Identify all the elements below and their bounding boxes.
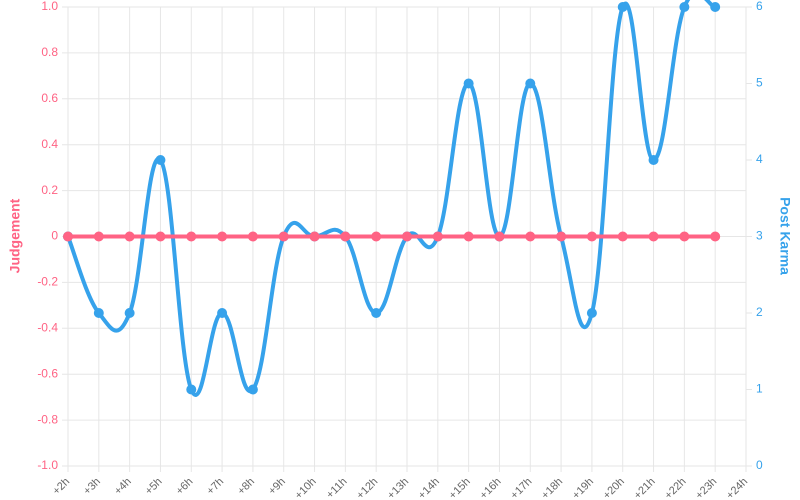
point xyxy=(586,231,597,242)
x-tick-label: +8h xyxy=(235,476,257,498)
point xyxy=(309,231,320,242)
y-tick-label: -1.0 xyxy=(37,458,58,472)
x-tick-label: +24h xyxy=(724,476,750,500)
point xyxy=(617,231,628,242)
y2-tick-label: 3 xyxy=(756,229,763,243)
x-tick-label: +22h xyxy=(663,476,689,500)
y-tick-label: -0.6 xyxy=(37,366,58,380)
point xyxy=(402,231,412,242)
x-tick-label: +6h xyxy=(174,476,196,498)
x-tick-label: +13h xyxy=(385,476,411,500)
x-tick-label: +16h xyxy=(478,476,504,500)
point xyxy=(586,308,597,318)
x-tick-label: +14h xyxy=(416,476,442,500)
y-axis-title: Judgement xyxy=(7,198,23,273)
x-tick-label: +4h xyxy=(112,476,134,498)
point xyxy=(525,231,536,242)
point xyxy=(217,308,228,318)
y2-tick-label: 4 xyxy=(756,152,763,166)
point xyxy=(679,2,690,12)
point xyxy=(155,155,166,165)
point xyxy=(463,78,474,89)
point xyxy=(247,231,258,242)
x-tick-label: +20h xyxy=(601,476,627,500)
x-tick-label: +19h xyxy=(570,476,596,500)
y2-tick-label: 0 xyxy=(756,458,763,472)
point xyxy=(247,384,258,395)
x-tick-label: +2h xyxy=(50,476,72,498)
x-tick-label: +21h xyxy=(632,476,658,500)
point xyxy=(710,2,721,12)
y-tick-label: 1.0 xyxy=(41,0,58,13)
x-tick-label: +15h xyxy=(447,476,473,500)
x-tick-label: +23h xyxy=(693,476,719,500)
point xyxy=(186,231,197,242)
x-tick-label: +12h xyxy=(354,476,380,500)
point xyxy=(463,231,474,242)
x-tick-label: +17h xyxy=(508,476,534,500)
point xyxy=(278,231,289,242)
x-tick-label: +18h xyxy=(539,476,565,500)
y2-tick-label: 2 xyxy=(756,305,763,319)
point xyxy=(93,308,104,318)
point xyxy=(124,231,135,242)
point xyxy=(617,2,628,12)
y-tick-label: 0 xyxy=(51,229,58,243)
point xyxy=(556,231,567,242)
y-tick-label: 0.4 xyxy=(41,137,58,151)
y-tick-label: 0.8 xyxy=(41,45,58,59)
y-tick-label: -0.8 xyxy=(37,412,58,426)
y2-tick-label: 6 xyxy=(756,0,763,13)
point xyxy=(155,231,166,242)
point xyxy=(432,231,443,242)
x-tick-label: +9h xyxy=(266,476,288,498)
point xyxy=(63,231,73,242)
point xyxy=(494,231,505,242)
series-line xyxy=(66,0,718,397)
y2-tick-label: 1 xyxy=(756,382,763,396)
point xyxy=(710,231,721,242)
point xyxy=(371,231,382,242)
point xyxy=(525,78,536,89)
y-tick-label: -0.4 xyxy=(37,320,58,334)
x-tick-label: +7h xyxy=(205,476,227,498)
point xyxy=(679,231,690,242)
y-tick-label: 0.6 xyxy=(41,91,58,105)
x-tick-label: +11h xyxy=(324,476,349,500)
point xyxy=(371,308,382,318)
point xyxy=(648,231,659,242)
point xyxy=(186,384,197,395)
x-tick-label: +10h xyxy=(293,476,319,500)
point xyxy=(648,155,659,165)
y-tick-label: 0.2 xyxy=(41,183,58,197)
point xyxy=(217,231,228,242)
y-tick-label: -0.2 xyxy=(37,275,58,289)
x-tick-label: +3h xyxy=(81,476,103,498)
point xyxy=(93,231,104,242)
point xyxy=(340,231,351,242)
y2-tick-label: 5 xyxy=(756,76,763,90)
x-tick-label: +5h xyxy=(143,476,165,498)
y2-axis-title: Post Karma xyxy=(777,197,793,275)
point xyxy=(124,308,135,318)
